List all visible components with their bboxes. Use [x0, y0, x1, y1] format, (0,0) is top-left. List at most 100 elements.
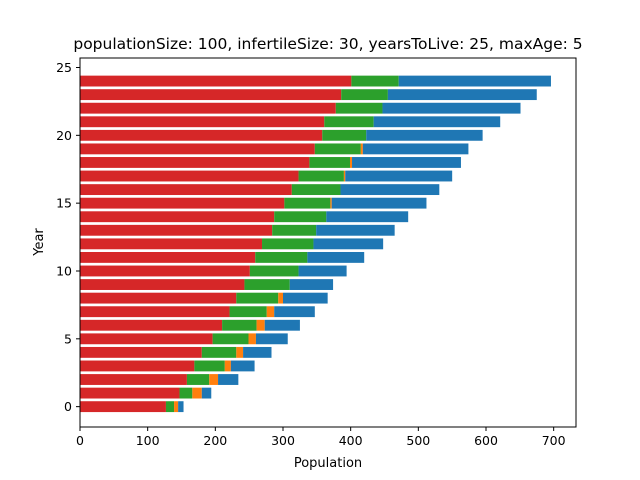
- bar-year-13-segment-4: [316, 224, 395, 236]
- bar-year-8-segment-1: [80, 292, 237, 304]
- bar-year-2-segment-4: [218, 374, 239, 385]
- plot-frame: [79, 57, 577, 428]
- bar-year-22-segment-4: [382, 102, 521, 114]
- y-tick-label: 15: [56, 196, 72, 211]
- bar-year-17-segment-2: [298, 170, 344, 182]
- y-tick-label: 0: [64, 399, 72, 414]
- x-tick-label: 500: [406, 433, 430, 448]
- x-tick-label: 300: [271, 433, 295, 448]
- bar-year-18-segment-2: [309, 157, 350, 168]
- bar-year-4-segment-1: [80, 346, 202, 358]
- bar-year-9-segment-1: [80, 279, 245, 290]
- bar-year-4-segment-2: [201, 346, 237, 358]
- bar-year-1-segment-1: [80, 387, 180, 399]
- x-axis: 0 100 200 300 400 500 600 700: [76, 427, 566, 448]
- bar-year-13-segment-2: [272, 224, 317, 236]
- bar-year-21-segment-4: [373, 116, 501, 128]
- bar-year-24-segment-1: [80, 75, 352, 87]
- bar-year-17-segment-3: [343, 170, 346, 182]
- bar-year-14-segment-2: [274, 211, 327, 223]
- bar-year-11-segment-4: [307, 251, 365, 263]
- x-tick-label: 200: [203, 433, 227, 448]
- bar-year-8-segment-3: [278, 292, 284, 304]
- y-tick-label: 10: [56, 263, 72, 278]
- bar-year-15-segment-2: [284, 197, 331, 209]
- bar-year-10-segment-4: [298, 265, 347, 277]
- bar-year-6-segment-2: [222, 319, 257, 331]
- bars: [80, 75, 551, 413]
- bar-year-15-segment-1: [80, 197, 285, 209]
- bar-year-6-segment-4: [264, 319, 300, 331]
- bar-year-19-segment-3: [360, 143, 363, 155]
- bar-year-7-segment-2: [229, 306, 267, 318]
- bar-year-3-segment-1: [80, 360, 195, 372]
- bar-year-12-segment-1: [80, 238, 263, 250]
- bar-year-23-segment-2: [341, 89, 388, 101]
- bar-year-17-segment-1: [80, 170, 299, 182]
- x-tick-label: 0: [76, 433, 84, 448]
- y-tick-label: 5: [64, 331, 72, 346]
- bar-year-22-segment-1: [80, 102, 336, 114]
- bar-year-20-segment-1: [80, 129, 323, 141]
- bar-year-19-segment-1: [80, 143, 315, 155]
- bar-year-24-segment-4: [398, 75, 551, 87]
- bar-year-5-segment-4: [255, 333, 288, 345]
- bar-year-24-segment-2: [351, 75, 399, 87]
- bar-year-18-segment-4: [352, 157, 461, 168]
- bar-year-17-segment-4: [345, 170, 453, 182]
- bar-year-6-segment-1: [80, 319, 223, 331]
- bar-year-1-segment-3: [192, 387, 202, 399]
- bar-year-4-segment-4: [243, 346, 272, 358]
- y-tick-label: 25: [56, 60, 72, 75]
- bar-year-2-segment-1: [80, 374, 187, 385]
- bar-year-12-segment-2: [262, 238, 314, 250]
- bar-year-15-segment-4: [331, 197, 427, 209]
- bar-year-0-segment-2: [165, 401, 175, 413]
- bar-year-10-segment-2: [249, 265, 299, 277]
- bar-year-8-segment-2: [236, 292, 279, 304]
- y-axis-title: Year: [32, 228, 47, 257]
- chart-title: populationSize: 100, infertileSize: 30, …: [73, 35, 582, 53]
- bar-year-16-segment-1: [80, 184, 292, 196]
- bar-year-9-segment-4: [289, 279, 334, 290]
- bar-year-23-segment-1: [80, 89, 342, 101]
- bar-year-3-segment-4: [230, 360, 255, 372]
- bar-year-2-segment-2: [186, 374, 210, 385]
- bar-year-19-segment-2: [314, 143, 361, 155]
- bar-year-7-segment-1: [80, 306, 230, 318]
- bar-year-3-segment-3: [224, 360, 231, 372]
- x-tick-label: 100: [136, 433, 160, 448]
- bar-year-1-segment-2: [179, 387, 193, 399]
- bar-year-18-segment-3: [349, 157, 353, 168]
- bar-year-0-segment-4: [178, 401, 184, 413]
- bar-year-23-segment-4: [387, 89, 537, 101]
- bar-year-7-segment-3: [266, 306, 275, 318]
- bar-year-16-segment-2: [291, 184, 341, 196]
- bar-year-7-segment-4: [274, 306, 315, 318]
- bar-year-10-segment-1: [80, 265, 250, 277]
- x-tick-label: 600: [474, 433, 498, 448]
- bar-year-19-segment-4: [362, 143, 469, 155]
- bar-year-6-segment-3: [256, 319, 265, 331]
- bar-year-14-segment-4: [326, 211, 409, 223]
- bar-year-1-segment-4: [201, 387, 212, 399]
- bar-year-20-segment-4: [366, 129, 483, 141]
- bar-year-11-segment-2: [255, 251, 308, 263]
- bar-year-14-segment-1: [80, 211, 275, 223]
- bar-year-21-segment-2: [324, 116, 374, 128]
- bar-year-21-segment-1: [80, 116, 325, 128]
- bar-year-16-segment-4: [340, 184, 440, 196]
- bar-year-15-segment-3: [330, 197, 332, 209]
- bar-year-3-segment-2: [194, 360, 225, 372]
- y-tick-label: 20: [56, 128, 72, 143]
- bar-year-9-segment-2: [244, 279, 290, 290]
- bar-year-11-segment-1: [80, 251, 256, 263]
- x-tick-label: 400: [339, 433, 363, 448]
- bar-year-0-segment-3: [174, 401, 179, 413]
- bar-year-5-segment-2: [212, 333, 249, 345]
- y-axis: 0 5 10 15 20 25: [56, 60, 80, 414]
- bar-year-13-segment-1: [80, 224, 273, 236]
- bar-year-18-segment-1: [80, 157, 310, 168]
- bar-year-5-segment-3: [248, 333, 256, 345]
